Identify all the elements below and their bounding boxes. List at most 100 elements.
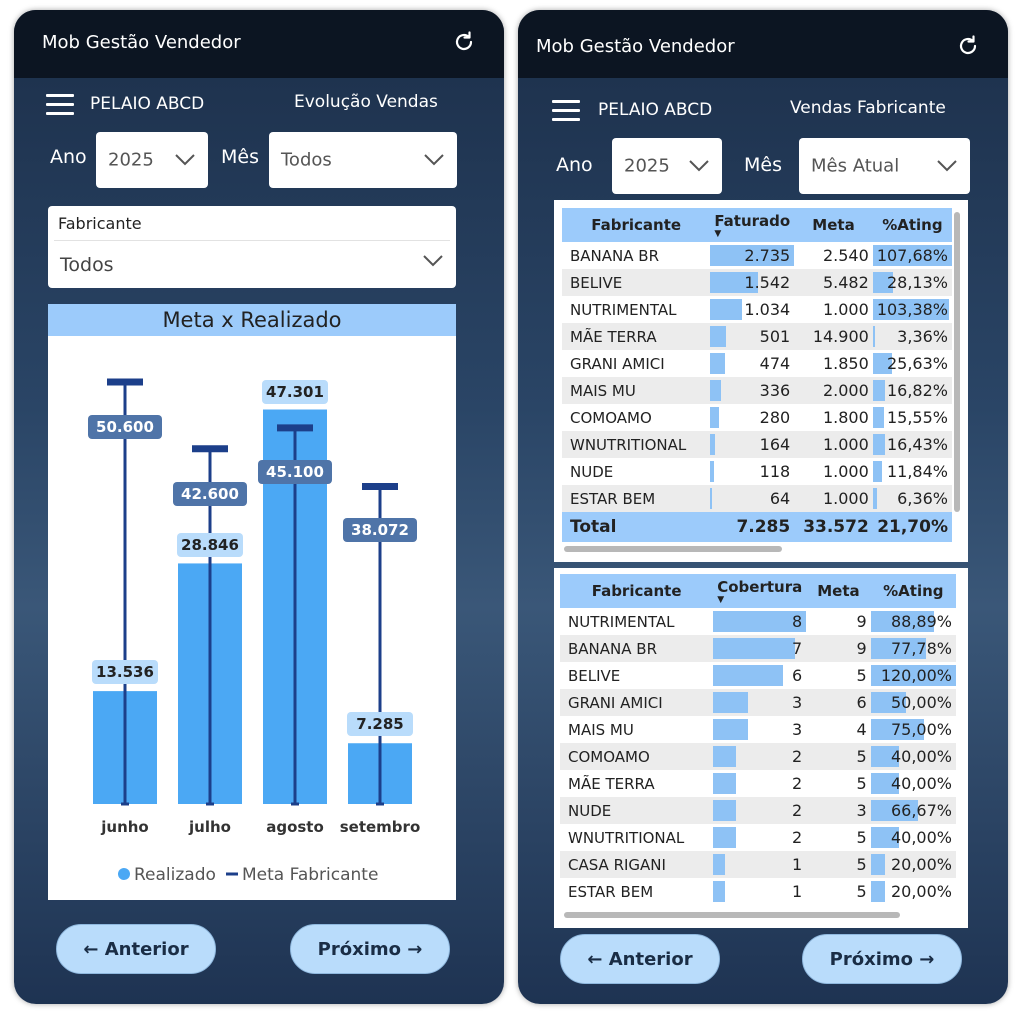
table-row[interactable]: ESTAR BEM 1 5 20,00% [560,878,956,905]
value-bar [710,407,719,428]
table-row[interactable]: BELIVE 1.542 5.482 28,13% [562,269,952,296]
previous-button[interactable]: ← Anterior [560,934,720,984]
row-ating: 25,63% [872,350,952,377]
vertical-scrollbar[interactable] [954,212,960,512]
column-header-meta[interactable]: Meta [794,208,873,242]
value-bar [713,881,725,902]
row-fabricante: MÃE TERRA [562,323,711,350]
column-header-ating[interactable]: %Ating [872,208,952,242]
value-bar [870,719,924,740]
previous-button[interactable]: ← Anterior [56,924,216,974]
value-bar [713,638,795,659]
table-row[interactable]: NUDE 2 3 66,67% [560,797,956,824]
row-ating: 66,67% [870,797,956,824]
row-faturado: 280 [710,404,795,431]
value-bar [870,827,900,848]
legend-realizado-label: Realizado [134,865,216,885]
table-row[interactable]: ESTAR BEM 64 1.000 6,36% [562,485,952,512]
column-header-fabricante[interactable]: Fabricante [562,208,711,242]
row-cobertura: 1 [713,878,807,905]
hamburger-menu-icon[interactable] [552,100,580,122]
table-row[interactable]: WNUTRITIONAL 2 5 40,00% [560,824,956,851]
realizado-data-label: 47.301 [266,383,324,401]
refresh-icon[interactable] [452,30,476,54]
row-ating: 16,43% [872,431,952,458]
table-row[interactable]: COMOAMO 2 5 40,00% [560,743,956,770]
row-meta: 2.540 [794,242,873,269]
row-meta: 5 [806,770,871,797]
row-meta: 1.800 [794,404,873,431]
phone-screen-evolucao-vendas: Mob Gestão Vendedor PELAIO ABCD Evolução… [14,10,504,1004]
row-meta: 5 [806,662,871,689]
row-ating: 40,00% [870,743,956,770]
row-fabricante: NUDE [560,797,714,824]
sales-table-card: Fabricante Faturado ▼ Meta %Ating BANANA … [554,200,968,562]
chevron-down-icon [175,154,195,166]
row-fabricante: ESTAR BEM [560,878,714,905]
app-title: Mob Gestão Vendedor [42,32,241,53]
column-header-ating[interactable]: %Ating [870,574,956,608]
column-header-cobertura[interactable]: Cobertura ▼ [713,574,807,608]
row-ating: 20,00% [870,878,956,905]
table-row[interactable]: CASA RIGANI 1 5 20,00% [560,851,956,878]
year-dropdown[interactable]: 2025 [612,138,722,194]
row-fabricante: COMOAMO [560,743,714,770]
app-title: Mob Gestão Vendedor [536,36,735,57]
table-row[interactable]: BANANA BR 7 9 77,78% [560,635,956,662]
value-bar [872,245,952,266]
table-row[interactable]: NUDE 118 1.000 11,84% [562,458,952,485]
meta-data-label: 38.072 [351,521,409,539]
table-row[interactable]: BELIVE 6 5 120,00% [560,662,956,689]
month-dropdown[interactable]: Todos [269,132,457,188]
horizontal-scrollbar[interactable] [564,546,782,552]
table-row[interactable]: GRANI AMICI 474 1.850 25,63% [562,350,952,377]
row-fabricante: NUTRIMENTAL [560,608,714,635]
table-row[interactable]: WNUTRITIONAL 164 1.000 16,43% [562,431,952,458]
table-row[interactable]: COMOAMO 280 1.800 15,55% [562,404,952,431]
manufacturer-filter[interactable]: Fabricante Todos [48,206,456,288]
total-faturado: 7.285 [710,512,795,542]
row-ating: 107,68% [872,242,952,269]
row-cobertura: 2 [713,770,807,797]
hamburger-menu-icon[interactable] [46,94,74,116]
column-header-fabricante[interactable]: Fabricante [560,574,714,608]
column-header-faturado[interactable]: Faturado ▼ [710,208,795,242]
table-row[interactable]: MÃE TERRA 2 5 40,00% [560,770,956,797]
horizontal-scrollbar[interactable] [564,912,900,918]
table-row[interactable]: GRANI AMICI 3 6 50,00% [560,689,956,716]
row-ating: 40,00% [870,770,956,797]
column-header-meta[interactable]: Meta [806,574,871,608]
table-row[interactable]: NUTRIMENTAL 8 9 88,89% [560,608,956,635]
meta-data-label: 45.100 [266,463,324,481]
meta-data-label-bg [88,415,162,439]
manufacturer-value: Todos [60,254,114,276]
value-bar [710,299,743,320]
row-ating: 15,55% [872,404,952,431]
next-button[interactable]: Próximo → [290,924,450,974]
next-button[interactable]: Próximo → [802,934,962,984]
table-row[interactable]: MAIS MU 3 4 75,00% [560,716,956,743]
value-bar [872,488,878,509]
refresh-icon[interactable] [956,34,980,58]
table-row[interactable]: BANANA BR 2.735 2.540 107,68% [562,242,952,269]
value-bar [710,353,725,374]
x-tick-label: agosto [266,818,324,836]
app-title-bar: Mob Gestão Vendedor [14,10,504,78]
table-row[interactable]: MAIS MU 336 2.000 16,82% [562,377,952,404]
value-bar [713,773,737,794]
row-ating: 103,38% [872,296,952,323]
value-bar [870,800,919,821]
month-dropdown[interactable]: Mês Atual [799,138,970,194]
row-fabricante: MAIS MU [562,377,711,404]
value-bar [713,746,737,767]
row-fabricante: ESTAR BEM [562,485,711,512]
row-cobertura: 2 [713,743,807,770]
manufacturer-label: Fabricante [58,214,142,233]
row-ating: 88,89% [870,608,956,635]
year-dropdown[interactable]: 2025 [96,132,208,188]
value-bar [870,773,900,794]
table-row[interactable]: MÃE TERRA 501 14.900 3,36% [562,323,952,350]
table-row[interactable]: NUTRIMENTAL 1.034 1.000 103,38% [562,296,952,323]
value-bar [710,434,716,455]
row-faturado: 501 [710,323,795,350]
